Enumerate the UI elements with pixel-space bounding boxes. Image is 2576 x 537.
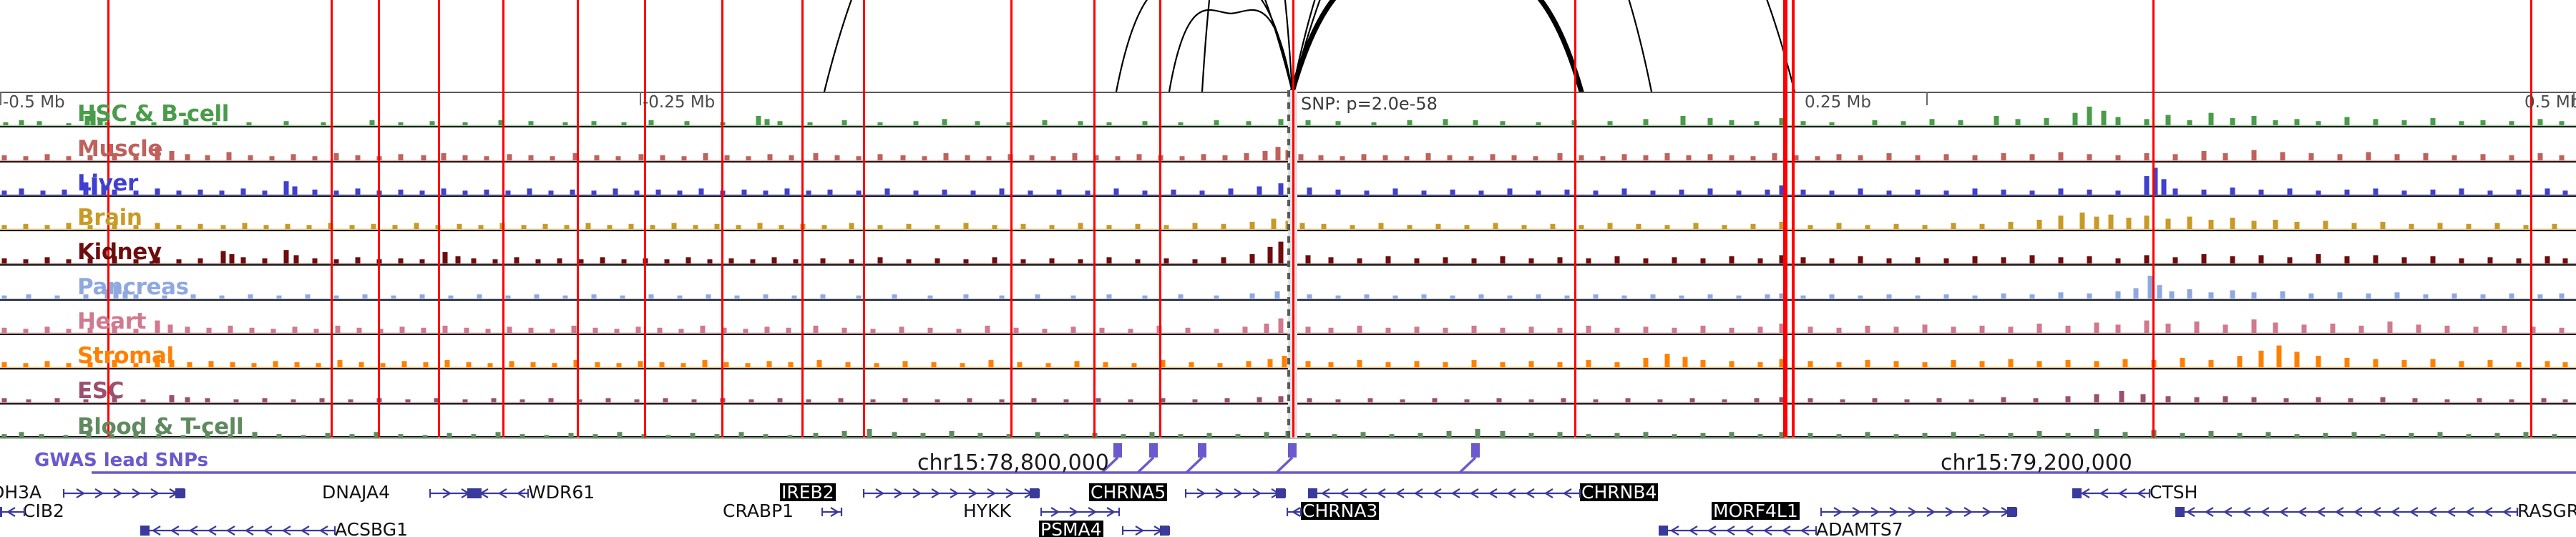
gene-body-adh3a[interactable]	[63, 483, 187, 501]
genomic-coordinate-label: chr15:78,800,000	[917, 450, 1109, 475]
track-signal-svg	[0, 390, 2576, 403]
epigenome-track: Kidney	[0, 231, 2576, 266]
gene-body-rasgrf1[interactable]	[2175, 502, 2520, 520]
axis-tick-label: 0.5 Mb	[2524, 93, 2576, 112]
track-signal-svg	[0, 168, 2576, 195]
gene-row: ACSBG1 PSMA4 ADAMTS7	[0, 521, 2576, 537]
loop-arc	[1115, 0, 1294, 92]
gene-label-chrnb4[interactable]: CHRNB4	[1580, 483, 1659, 503]
gene-label-hykk[interactable]: HYKK	[963, 500, 1011, 521]
gwas-snp-marker[interactable]	[1275, 443, 1297, 474]
gene-body-cib2[interactable]	[0, 502, 27, 520]
axis-tick-label: 0.25 Mb	[1805, 93, 1871, 112]
gene-body-chrna5[interactable]	[1185, 483, 1288, 501]
epigenome-track: ESC	[0, 369, 2576, 405]
loop-arc	[1291, 0, 1653, 92]
gene-body-chrna3[interactable]	[1287, 502, 1304, 520]
axis-tick-mark	[2573, 92, 2575, 105]
epigenome-track: Brain	[0, 197, 2576, 232]
epigenome-track: HSC & B-cell	[0, 93, 2576, 128]
gene-body-wdr61[interactable]	[472, 483, 531, 501]
gwas-snp-marker[interactable]	[1458, 443, 1480, 474]
epigenome-track: Stromal	[0, 335, 2576, 370]
gene-label-chrna3[interactable]: CHRNA3	[1301, 500, 1380, 521]
gene-label-ireb2[interactable]: IREB2	[780, 483, 836, 503]
gene-body-crabp1[interactable]	[821, 502, 844, 520]
gene-label-chrna5[interactable]: CHRNA5	[1089, 483, 1168, 503]
chromatin-loop-arc-panel	[0, 0, 2576, 92]
gene-label-cib2[interactable]: CIB2	[23, 500, 64, 521]
gwas-snp-marker[interactable]	[1101, 443, 1122, 474]
loop-arc	[1291, 0, 1796, 92]
epigenome-track: Heart	[0, 301, 2576, 336]
gene-body-hykk[interactable]	[1040, 502, 1122, 520]
track-signal-svg	[0, 275, 2576, 299]
gene-annotation-track: ADH3ADNAJA4WDR61IREB2CHRNA5CHRNB4CTSHCIB…	[0, 483, 2576, 537]
gene-label-crabp1[interactable]: CRABP1	[723, 500, 794, 521]
gwas-snp-svg	[92, 443, 2576, 474]
track-signal-svg	[0, 146, 2576, 161]
loop-arc	[823, 0, 1294, 92]
arc-svg	[823, 0, 1796, 92]
epigenome-track: Liver	[0, 163, 2576, 197]
track-signal-svg	[0, 107, 2576, 127]
gene-body-psma4[interactable]	[1122, 521, 1172, 537]
epigenome-track: Muscle	[0, 127, 2576, 163]
gene-label-rasgrf1[interactable]: RASGRF1	[2517, 500, 2576, 521]
axis-tick-mark	[1926, 92, 1928, 105]
gene-body-morf4l1[interactable]	[1820, 502, 2019, 520]
gene-label-adamts7[interactable]: ADAMTS7	[1816, 519, 1903, 537]
axis-tick-label: -0.5 Mb	[3, 93, 65, 112]
track-signal-svg	[0, 318, 2576, 334]
axis-tick-mark	[640, 92, 641, 105]
epigenome-track: Pancreas	[0, 266, 2576, 301]
axis-tick-mark	[0, 92, 1, 105]
epigenome-track-stack: HSC & B-cell Muscle Liver Brain Kidney Pancre…	[0, 92, 2576, 439]
gwas-snp-marker[interactable]	[1185, 443, 1206, 474]
gene-label-psma4[interactable]: PSMA4	[1039, 519, 1103, 537]
gene-body-adamts7[interactable]	[1659, 521, 1819, 537]
gwas-track-label: GWAS lead SNPs	[34, 450, 209, 471]
gene-body-chrnb4[interactable]	[1308, 483, 1583, 501]
gene-label-dnaja4[interactable]: DNAJA4	[322, 483, 390, 503]
gene-body-ctsh[interactable]	[2072, 483, 2152, 501]
track-signal-svg	[0, 428, 2576, 439]
epigenome-track: Blood & T-cell	[0, 405, 2576, 439]
track-signal-svg	[0, 345, 2576, 369]
gwas-snp-marker[interactable]	[1136, 443, 1158, 474]
genomic-coordinate-label: chr15:79,200,000	[1941, 450, 2132, 475]
snp-pvalue-label: SNP: p=2.0e-58	[1301, 94, 1438, 114]
gene-row: CIB2 CRABP1 HYKK CHRNA3 MORF4L1 RASGRF1	[0, 502, 2576, 520]
gene-label-ctsh[interactable]: CTSH	[2150, 483, 2198, 503]
gene-label-wdr61[interactable]: WDR61	[528, 483, 595, 503]
gene-label-adh3a[interactable]: ADH3A	[0, 483, 42, 503]
gwas-lead-snp-track: GWAS lead SNPs	[0, 437, 2576, 483]
loop-arc	[1201, 0, 1294, 92]
gene-label-morf4l1[interactable]: MORF4L1	[1712, 500, 1800, 521]
gene-body-ireb2[interactable]	[863, 483, 1042, 501]
gene-row: ADH3A DNAJA4 WDR61 IREB2 CHRNA5 CHRNB4 CTSH	[0, 483, 2576, 501]
gene-body-acsbg1[interactable]	[140, 521, 338, 537]
gene-label-acsbg1[interactable]: ACSBG1	[335, 519, 408, 537]
track-signal-svg	[0, 212, 2576, 231]
axis-tick-label: -0.25 Mb	[643, 93, 716, 112]
track-signal-svg	[0, 242, 2576, 265]
loop-arc	[1289, 0, 1584, 92]
loop-arc	[1168, 9, 1294, 92]
